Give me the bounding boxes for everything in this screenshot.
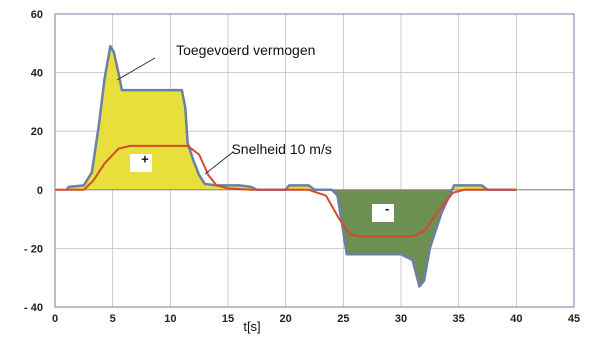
- y-tick-labels: 60 40 20 0 - 20 - 40: [24, 9, 43, 314]
- plot-border: [54, 13, 575, 308]
- power-line: [65, 44, 517, 288]
- negative-area: [331, 189, 453, 287]
- speed-callout-line: [204, 151, 234, 175]
- area-fills: [66, 46, 517, 287]
- minus-box: [372, 204, 394, 222]
- annotation-plus: +: [141, 151, 149, 166]
- y-tick-label: - 20: [24, 243, 43, 255]
- y-tick-label: - 40: [24, 302, 43, 314]
- x-tick-label: 0: [52, 313, 58, 325]
- x-axis-label: t[s]: [243, 319, 260, 334]
- y-tick-label: 60: [31, 9, 43, 21]
- annotations: Toegevoerd vermogen Snelheid 10 m/s + -: [116, 42, 394, 222]
- x-tick-label: 45: [568, 313, 580, 325]
- speed-line: [55, 144, 517, 238]
- x-tick-labels: 0 5 10 15 20 25 30 35 40 45: [52, 313, 580, 325]
- x-tick-label: 25: [337, 313, 349, 325]
- positive-area: [66, 46, 517, 190]
- series-lines: [55, 44, 574, 288]
- annotation-speed: Snelheid 10 m/s: [231, 141, 331, 157]
- x-tick-label: 40: [510, 313, 522, 325]
- x-tick-label: 20: [280, 313, 292, 325]
- y-tick-label: 0: [37, 185, 43, 197]
- x-tick-label: 35: [453, 313, 465, 325]
- x-tick-label: 15: [222, 313, 234, 325]
- x-tick-label: 5: [110, 313, 116, 325]
- annotation-minus: -: [385, 201, 389, 216]
- annotation-power: Toegevoerd vermogen: [176, 42, 315, 58]
- x-tick-label: 10: [164, 313, 176, 325]
- y-tick-label: 40: [31, 68, 43, 80]
- power-callout-line: [116, 57, 156, 81]
- y-tick-label: 20: [31, 126, 43, 138]
- x-tick-label: 30: [395, 313, 407, 325]
- plus-box: [130, 154, 152, 172]
